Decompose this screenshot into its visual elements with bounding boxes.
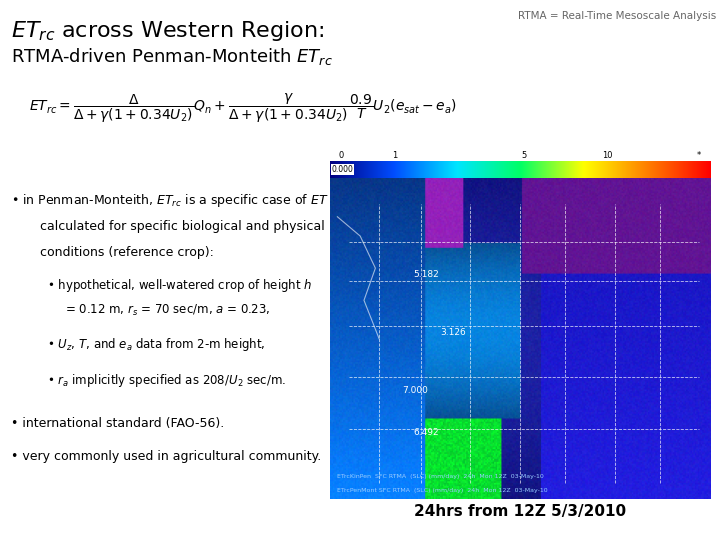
Text: • $U_z$, $T$, and $e_a$ data from 2-m height,: • $U_z$, $T$, and $e_a$ data from 2-m he…	[47, 336, 265, 353]
Text: 3.126: 3.126	[440, 328, 466, 337]
Text: 1: 1	[392, 151, 397, 160]
Text: • $r_a$ implicitly specified as 208/$U_2$ sec/m.: • $r_a$ implicitly specified as 208/$U_2…	[47, 372, 286, 388]
Text: conditions (reference crop):: conditions (reference crop):	[40, 246, 213, 259]
Text: • hypothetical, well-watered crop of height $\mathit{h}$: • hypothetical, well-watered crop of hei…	[47, 277, 312, 294]
Text: = 0.12 m, $r_s$ = 70 sec/m, $a$ = 0.23,: = 0.12 m, $r_s$ = 70 sec/m, $a$ = 0.23,	[65, 303, 270, 318]
Text: • very commonly used in agricultural community.: • very commonly used in agricultural com…	[11, 450, 321, 463]
Text: RTMA-driven Penman-Monteith $\mathit{ET_{rc}}$: RTMA-driven Penman-Monteith $\mathit{ET_…	[11, 46, 333, 67]
Text: 7.000: 7.000	[402, 386, 428, 395]
Text: $ET_{rc} = \dfrac{\Delta}{\Delta + \gamma(1 + 0.34U_2)}Q_n + \dfrac{\gamma}{\Del: $ET_{rc} = \dfrac{\Delta}{\Delta + \gamm…	[29, 92, 456, 125]
Text: RTMA = Real-Time Mesoscale Analysis: RTMA = Real-Time Mesoscale Analysis	[518, 11, 716, 21]
Text: calculated for specific biological and physical: calculated for specific biological and p…	[40, 220, 324, 233]
Text: 5: 5	[521, 151, 526, 160]
Text: *: *	[696, 151, 701, 160]
Text: 6.492: 6.492	[413, 428, 439, 436]
Text: ETrcKinPen  SFC RTMA  (SLC) (mm/day)  24h  Mon 12Z  03-May-10: ETrcKinPen SFC RTMA (SLC) (mm/day) 24h M…	[338, 474, 544, 478]
Text: 0: 0	[338, 151, 343, 160]
Text: 24hrs from 12Z 5/3/2010: 24hrs from 12Z 5/3/2010	[414, 504, 626, 519]
Text: 0.000: 0.000	[332, 165, 354, 174]
Text: • in Penman-Monteith, $\mathit{ET_{rc}}$ is a specific case of $\mathit{ET}$: • in Penman-Monteith, $\mathit{ET_{rc}}$…	[11, 192, 328, 208]
Text: ETrcPenMont SFC RTMA  (SLC) (mm/day)  24h  Mon 12Z  03-May-10: ETrcPenMont SFC RTMA (SLC) (mm/day) 24h …	[338, 488, 548, 493]
Text: • international standard (FAO-56).: • international standard (FAO-56).	[11, 417, 224, 430]
Text: $\mathit{ET_{rc}}$ across Western Region:: $\mathit{ET_{rc}}$ across Western Region…	[11, 19, 324, 43]
Text: 10: 10	[602, 151, 613, 160]
Text: 5.182: 5.182	[413, 270, 439, 279]
